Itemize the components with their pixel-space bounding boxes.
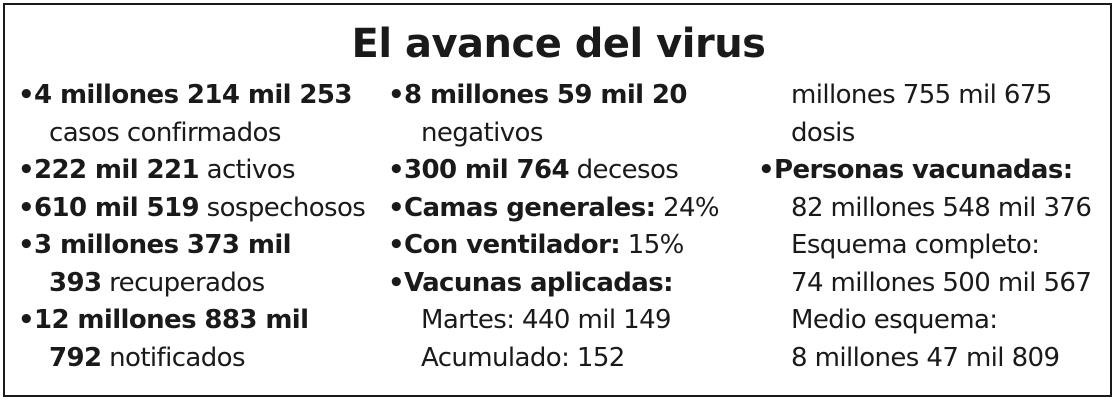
stat-recuperados: •3 millones 373 mil [18, 227, 365, 265]
stat-value: 8 millones 59 mil 20 [404, 80, 687, 110]
stat-value: 24% [663, 192, 720, 223]
stat-value: 3 millones 373 mil [34, 230, 292, 260]
stat-medio-value: 8 millones 47 mil 809 [791, 342, 1060, 373]
stat-ventilador: •Con ventilador: 15% [388, 227, 719, 265]
stat-vacunas-acumulado: Acumulado: 152 [421, 342, 625, 373]
stat-label: decesos [576, 155, 679, 185]
stat-label: sospechosos [206, 192, 366, 223]
stat-notificados: •12 millones 883 mil [18, 302, 365, 340]
stat-casos: •4 millones 214 mil 253 [18, 77, 365, 115]
stat-completo-value: 74 millones 500 mil 567 [791, 267, 1092, 298]
stat-decesos: •300 mil 764 decesos [388, 152, 719, 190]
stat-acumulado-cont: millones 755 mil 675 [791, 80, 1052, 110]
stat-value: 15% [627, 230, 685, 260]
stat-acumulado-dosis: dosis [791, 117, 855, 148]
bullet-icon: • [758, 155, 775, 185]
bullet-icon: • [388, 230, 405, 260]
stat-value: 792 [49, 342, 102, 373]
stat-label: Con ventilador: [404, 230, 621, 260]
bullet-icon: • [18, 192, 35, 223]
column-cases: •4 millones 214 mil 253 casos confirmado… [18, 77, 366, 378]
stat-label: activos [206, 155, 296, 185]
bullet-icon: • [388, 192, 405, 223]
stat-value: 300 mil 764 [404, 155, 570, 185]
stat-negativos: •8 millones 59 mil 20 [388, 77, 719, 115]
stat-personas: •Personas vacunadas: [758, 152, 1091, 190]
bullet-icon: • [388, 80, 405, 110]
infobox-frame [3, 3, 1112, 397]
stat-label: Personas vacunadas: [774, 155, 1073, 185]
stat-personas-value: 82 millones 548 mil 376 [791, 192, 1092, 223]
bullet-icon: • [18, 305, 35, 335]
page-title: El avance del virus [351, 21, 766, 67]
column-vaccination: millones 755 mil 675 dosis •Personas vac… [758, 77, 1092, 377]
stat-label: Camas generales: [404, 192, 656, 223]
stat-value: 12 millones 883 mil [34, 305, 309, 335]
stat-vacunas-martes: Martes: 440 mil 149 [421, 305, 672, 335]
column-tests: •8 millones 59 mil 20 negativos •300 mil… [388, 77, 720, 377]
bullet-icon: • [388, 267, 405, 298]
stat-sospechosos: •610 mil 519 sospechosos [18, 190, 366, 228]
bullet-icon: • [18, 155, 35, 185]
stat-label: notificados [109, 342, 245, 373]
stat-notificados-cont: 792 notificados [18, 340, 365, 378]
stat-label: Vacunas aplicadas: [404, 267, 674, 298]
stat-recuperados-cont: 393 recuperados [18, 265, 365, 303]
stat-casos-label: casos confirmados [49, 117, 281, 148]
stat-value: 4 millones 214 mil 253 [34, 80, 352, 110]
bullet-icon: • [18, 230, 35, 260]
stat-value: 222 mil 221 [34, 155, 200, 185]
stat-label: recuperados [109, 267, 265, 298]
stat-value: 610 mil 519 [34, 192, 200, 223]
stat-medio-label: Medio esquema: [791, 305, 998, 335]
stat-completo-label: Esquema completo: [791, 230, 1040, 260]
stat-value: 393 [49, 267, 102, 298]
stat-vacunas: •Vacunas aplicadas: [388, 265, 719, 303]
bullet-icon: • [388, 155, 405, 185]
stat-negativos-label: negativos [421, 117, 543, 148]
stat-camas: •Camas generales: 24% [388, 190, 720, 228]
bullet-icon: • [18, 80, 35, 110]
stat-activos: •222 mil 221 activos [18, 152, 365, 190]
